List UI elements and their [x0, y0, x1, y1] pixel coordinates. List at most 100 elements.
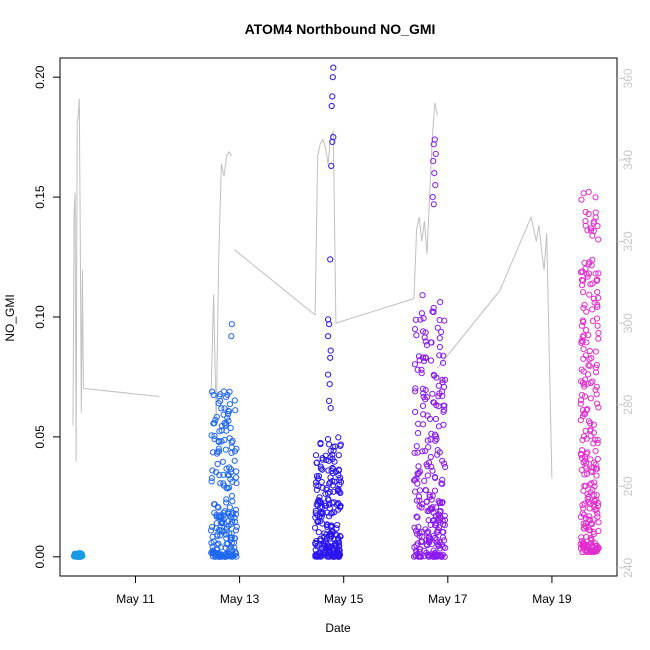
data-point [421, 477, 428, 484]
data-point [325, 371, 332, 378]
data-point [210, 420, 217, 427]
data-point [228, 449, 235, 456]
data-point [587, 548, 594, 556]
data-point [590, 459, 598, 466]
data-point [337, 478, 345, 485]
data-point [411, 449, 418, 456]
data-point [335, 434, 342, 441]
data-point [590, 295, 598, 302]
data-point [213, 469, 220, 476]
data-point [584, 495, 591, 502]
data-point [594, 510, 601, 517]
data-point [580, 459, 587, 466]
data-point [422, 396, 429, 403]
data-point [577, 513, 585, 521]
data-point [412, 316, 419, 323]
data-point [592, 194, 599, 201]
data-point [577, 269, 585, 276]
data-point [326, 397, 333, 404]
data-point [223, 553, 230, 560]
data-point [422, 354, 429, 361]
data-point [326, 543, 333, 550]
data-point [587, 535, 594, 542]
data-point [315, 473, 322, 480]
data-point [594, 322, 601, 329]
data-point [414, 480, 421, 487]
data-point [227, 476, 234, 483]
data-point [585, 371, 592, 378]
data-point [580, 433, 588, 440]
data-point [328, 102, 335, 110]
data-point [412, 408, 419, 415]
data-point [440, 460, 448, 467]
data-point [221, 508, 228, 515]
data-point [213, 525, 220, 532]
data-point [581, 393, 589, 400]
data-point [211, 501, 218, 508]
x-axis-label: Date [325, 621, 351, 635]
data-point [587, 517, 594, 524]
data-point [327, 447, 334, 454]
data-point [220, 480, 227, 487]
data-point [323, 456, 330, 464]
data-point [419, 421, 427, 428]
data-point [593, 496, 600, 503]
data-point [324, 436, 332, 443]
data-point [428, 496, 435, 503]
data-point [228, 333, 235, 340]
data-point [428, 430, 435, 437]
data-point [209, 388, 216, 395]
data-point [231, 397, 238, 404]
data-point [213, 413, 220, 420]
data-point [220, 471, 227, 478]
data-point [584, 491, 591, 498]
data-point [582, 454, 589, 461]
data-point [414, 514, 421, 521]
data-point [434, 517, 441, 524]
data-point [434, 324, 441, 331]
line-segment [437, 290, 501, 369]
data-point [593, 315, 601, 322]
data-point [214, 460, 221, 468]
data-point [334, 487, 341, 495]
data-point [220, 411, 227, 418]
data-point [430, 308, 437, 316]
data-point [322, 538, 329, 545]
data-point [209, 549, 216, 557]
data-point [429, 467, 436, 474]
data-point [233, 523, 240, 531]
data-point [591, 498, 599, 505]
data-point [212, 416, 219, 424]
data-point [324, 534, 331, 542]
data-point [336, 552, 343, 559]
data-point [590, 501, 597, 508]
data-point [442, 544, 449, 552]
data-point [331, 478, 338, 485]
data-point [425, 534, 432, 542]
data-point [583, 271, 590, 278]
data-point [227, 543, 234, 551]
data-point [415, 420, 422, 427]
data-point [595, 270, 602, 277]
data-point [434, 451, 441, 458]
data-point [326, 381, 333, 388]
data-point [327, 354, 334, 361]
data-point [218, 405, 225, 412]
x-axis: May 11 May 13 May 15 May 17 May 19 [116, 576, 572, 606]
data-point [330, 499, 337, 506]
data-point [221, 436, 228, 444]
data-point [229, 553, 236, 560]
data-point [415, 463, 422, 470]
x-tick-label: May 19 [532, 592, 572, 606]
data-point [591, 504, 598, 511]
data-point [435, 393, 442, 400]
data-point [429, 390, 436, 397]
data-point [335, 452, 342, 459]
data-point [233, 480, 240, 487]
data-point [327, 405, 334, 412]
data-point [317, 535, 324, 542]
data-point [330, 64, 337, 71]
data-point [582, 410, 589, 417]
data-point [425, 552, 432, 559]
x-tick-label: May 13 [220, 592, 260, 606]
